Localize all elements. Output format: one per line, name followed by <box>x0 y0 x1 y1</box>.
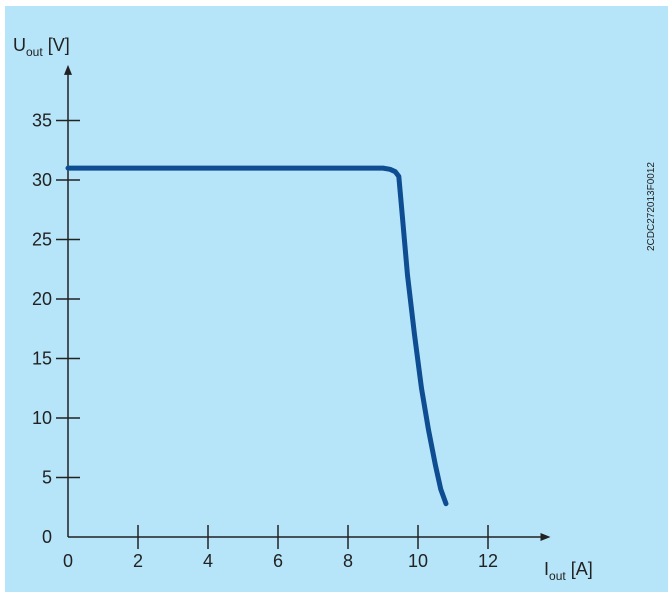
x-axis-label: Iout [A] <box>544 559 593 583</box>
y-tick-label: 0 <box>42 527 52 547</box>
y-axis-unit: [V] <box>43 35 70 55</box>
axes <box>64 64 551 541</box>
x-axis-symbol: I <box>544 559 549 579</box>
x-axis-unit: [A] <box>566 559 593 579</box>
chart-panel: 0 2 4 6 8 10 12 0 5 10 15 20 25 30 35 Uout [V] Iout [… <box>5 6 668 592</box>
output-curve <box>65 165 449 507</box>
x-ticks: 0 2 4 6 8 10 12 <box>63 525 498 571</box>
y-tick-label: 15 <box>32 349 52 369</box>
x-tick-label: 12 <box>478 551 498 571</box>
y-tick-label: 5 <box>42 468 52 488</box>
y-tick-label: 10 <box>32 408 52 428</box>
x-tick-label: 8 <box>343 551 353 571</box>
u-i-characteristic-chart: 0 2 4 6 8 10 12 0 5 10 15 20 25 30 35 Uout [V] Iout [… <box>5 6 668 592</box>
x-tick-label: 0 <box>63 551 73 571</box>
y-axis-arrow <box>64 64 72 75</box>
figure-code-label: 2CDC272013F0012 <box>646 162 657 251</box>
x-axis-subscript: out <box>549 569 566 583</box>
x-axis-arrow <box>540 533 551 541</box>
y-axis-subscript: out <box>26 45 43 59</box>
x-tick-label: 10 <box>408 551 428 571</box>
x-tick-label: 2 <box>133 551 143 571</box>
x-tick-label: 6 <box>273 551 283 571</box>
y-axis-symbol: U <box>13 35 26 55</box>
y-tick-label: 35 <box>32 111 52 131</box>
y-tick-label: 20 <box>32 289 52 309</box>
x-tick-label: 4 <box>203 551 213 571</box>
y-tick-label: 25 <box>32 230 52 250</box>
chart-background <box>5 6 668 592</box>
y-ticks: 0 5 10 15 20 25 30 35 <box>32 111 80 547</box>
y-tick-label: 30 <box>32 170 52 190</box>
y-axis-label: Uout [V] <box>13 35 70 59</box>
